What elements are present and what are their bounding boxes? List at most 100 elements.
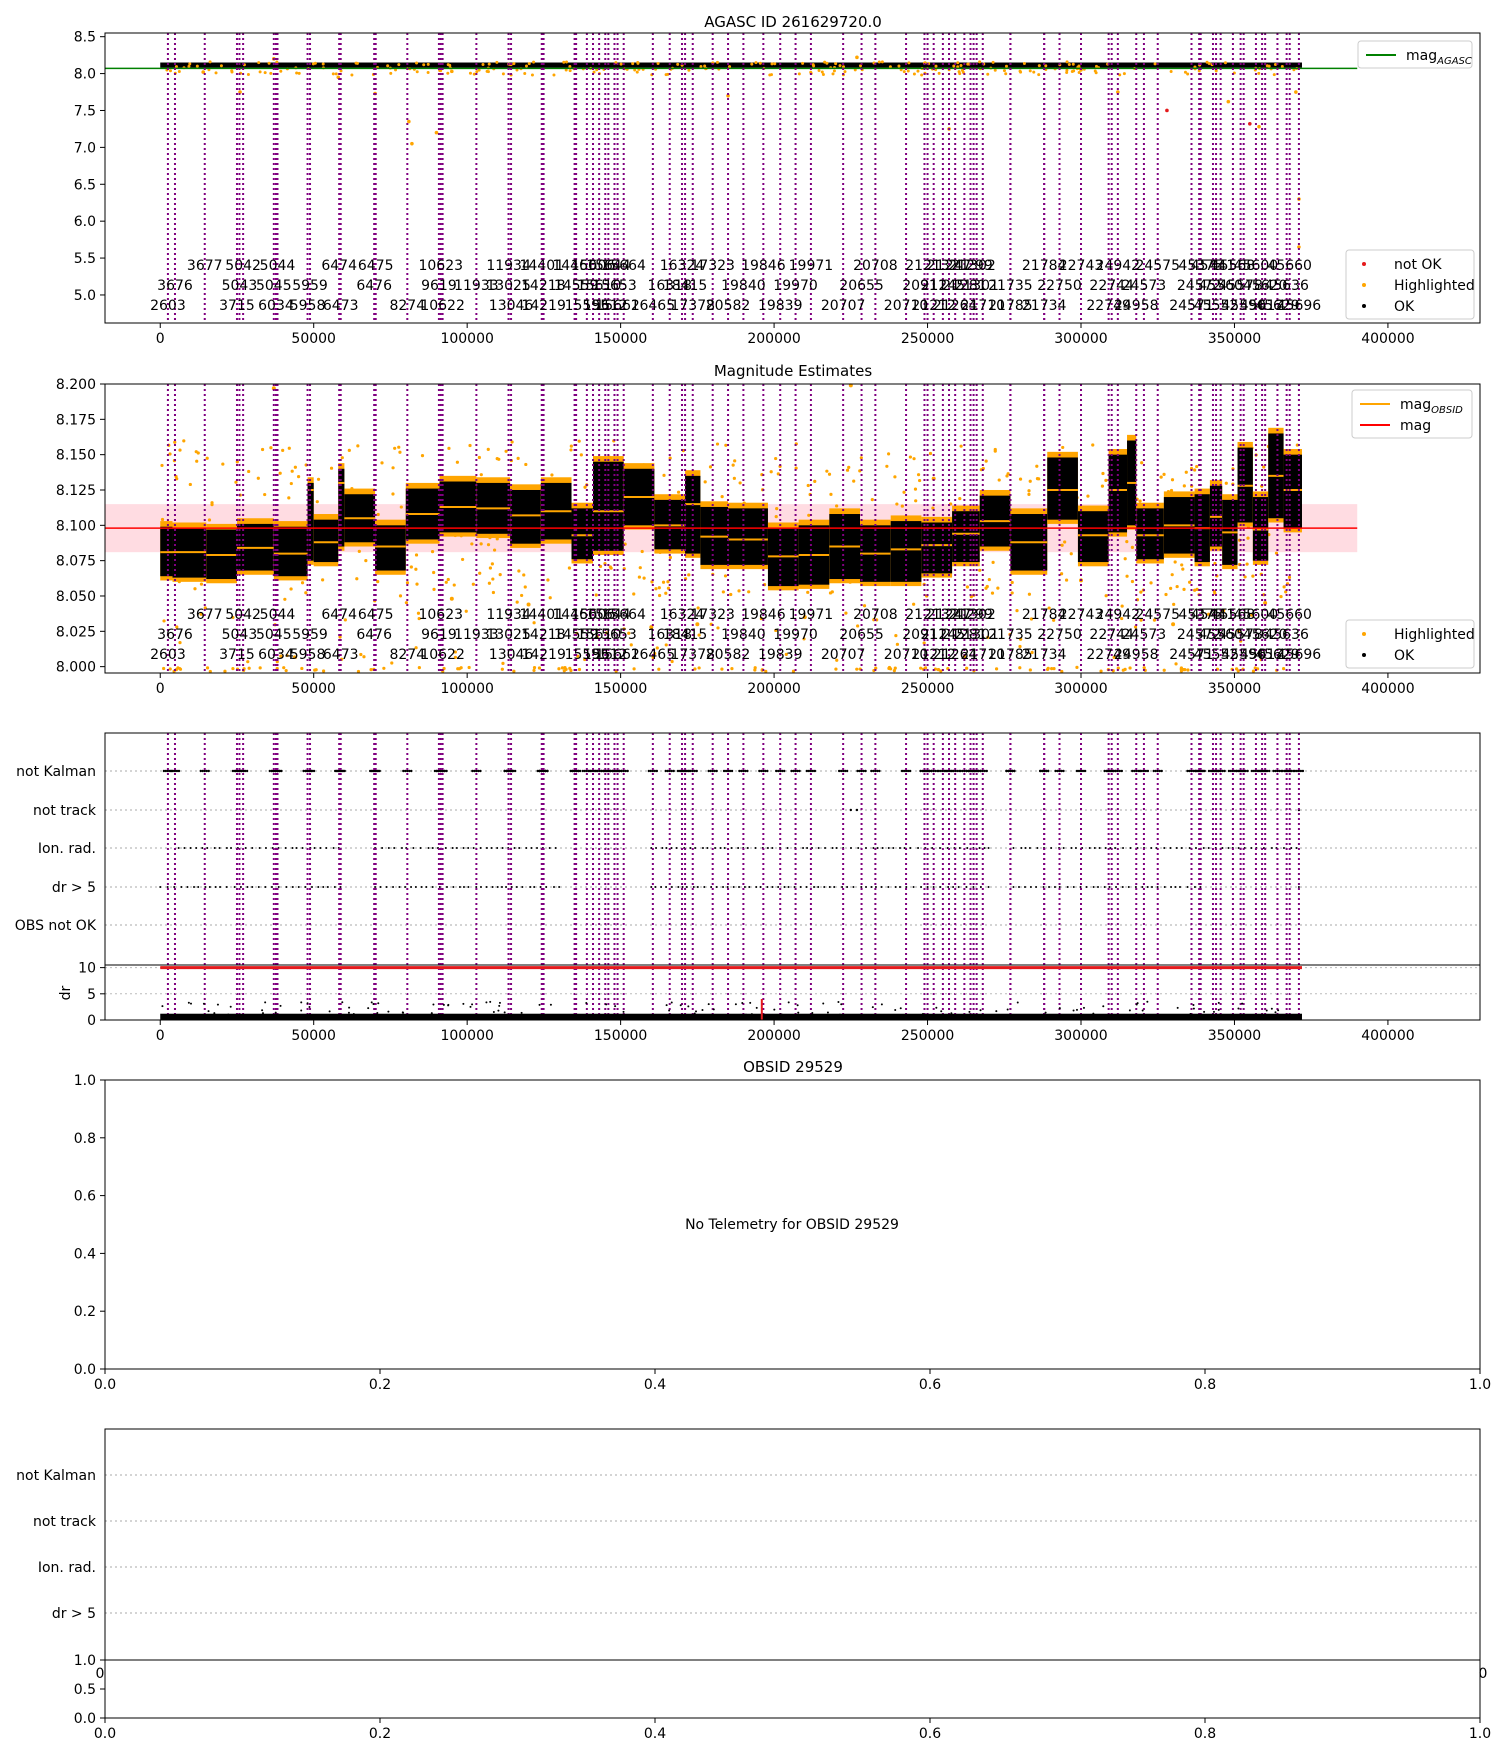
ok-points-band bbox=[307, 482, 314, 561]
flag-dot bbox=[1115, 886, 1118, 888]
ok-points-band bbox=[1047, 457, 1078, 520]
dr-point bbox=[213, 1012, 216, 1015]
flag-dot bbox=[558, 886, 561, 888]
y-tick-label: 0.8 bbox=[74, 1131, 96, 1147]
highlighted-point bbox=[488, 566, 492, 570]
flag-dot bbox=[203, 769, 206, 773]
highlighted-point bbox=[188, 482, 192, 487]
flag-dot bbox=[583, 769, 587, 773]
highlighted-point bbox=[382, 666, 386, 670]
highlighted-point bbox=[1262, 465, 1266, 469]
highlighted-point bbox=[415, 61, 419, 65]
highlighted-point bbox=[900, 504, 904, 508]
highlighted-point bbox=[653, 651, 657, 656]
highlighted-point bbox=[1188, 580, 1192, 584]
highlighted-point bbox=[1004, 72, 1008, 76]
flag-dot bbox=[402, 769, 405, 773]
highlighted-point bbox=[289, 481, 293, 486]
flag-dot bbox=[909, 847, 912, 849]
dr-point bbox=[372, 1002, 375, 1005]
dr-point bbox=[837, 1001, 840, 1004]
highlighted-point bbox=[887, 452, 891, 456]
flag-dot bbox=[766, 886, 769, 888]
highlighted-point bbox=[193, 587, 197, 591]
dr-point bbox=[306, 1002, 309, 1005]
flag-dot bbox=[792, 769, 795, 773]
dr-point bbox=[1237, 1007, 1240, 1010]
highlighted-point bbox=[1169, 69, 1173, 73]
dr-point bbox=[308, 1005, 311, 1008]
flag-dot bbox=[393, 847, 396, 849]
flag-dot bbox=[740, 769, 743, 773]
highlighted-point bbox=[956, 61, 960, 65]
x-tick-label: 0 bbox=[156, 681, 165, 697]
highlighted-point bbox=[1125, 574, 1129, 578]
obsid-label: 5044 bbox=[260, 607, 296, 623]
flag-dot bbox=[1106, 769, 1109, 773]
flag-dot bbox=[433, 769, 437, 773]
flag-dot bbox=[1227, 847, 1230, 849]
flag-dot bbox=[660, 886, 663, 888]
highlighted-point bbox=[359, 652, 363, 657]
flag-dot bbox=[272, 769, 275, 773]
flag-dot bbox=[1104, 847, 1107, 849]
panel-title: OBSID 29529 bbox=[743, 1058, 843, 1076]
highlighted-point bbox=[728, 65, 732, 69]
obsid-label: 16318 bbox=[647, 627, 692, 643]
flag-dot bbox=[313, 847, 316, 849]
highlighted-point bbox=[931, 506, 935, 510]
highlighted-point bbox=[208, 60, 212, 64]
obsid-label: 45600 bbox=[1234, 607, 1279, 623]
highlighted-point bbox=[472, 72, 476, 76]
obsid-label: 45578 bbox=[1218, 627, 1263, 643]
dr-point bbox=[1136, 1002, 1139, 1005]
x-tick-label: 50000 bbox=[291, 1028, 336, 1044]
obsid-label: 45696 bbox=[1277, 647, 1322, 663]
highlighted-point bbox=[524, 462, 528, 467]
flag-dot bbox=[1288, 769, 1291, 773]
flag-dot bbox=[1227, 769, 1231, 773]
highlighted-point bbox=[321, 578, 325, 582]
highlighted-point bbox=[668, 456, 672, 460]
legend-box bbox=[1357, 40, 1473, 69]
highlighted-point bbox=[791, 669, 796, 673]
flag-dot bbox=[777, 886, 780, 888]
highlighted-point bbox=[1130, 545, 1134, 550]
dr-point bbox=[216, 1003, 219, 1006]
highlighted-point bbox=[797, 72, 801, 76]
flag-dot bbox=[326, 886, 329, 888]
flag-dot bbox=[518, 847, 521, 849]
flag-dot bbox=[1175, 847, 1178, 849]
obsid-label: 5959 bbox=[292, 627, 328, 643]
flag-dot bbox=[1098, 847, 1101, 849]
highlighted-point bbox=[316, 477, 321, 481]
highlighted-point bbox=[1006, 472, 1010, 476]
highlighted-point bbox=[1246, 536, 1250, 540]
dr-point bbox=[979, 1009, 982, 1012]
highlighted-point bbox=[1063, 540, 1067, 544]
flag-dot bbox=[164, 769, 168, 773]
x-tick-label: 250000 bbox=[901, 1028, 954, 1044]
highlighted-point bbox=[194, 450, 198, 454]
flag-dot bbox=[406, 769, 409, 773]
highlighted-point bbox=[1093, 69, 1097, 73]
highlighted-point bbox=[1052, 618, 1056, 622]
highlighted-point bbox=[486, 70, 490, 74]
highlighted-point bbox=[1099, 669, 1103, 673]
highlighted-point bbox=[195, 459, 199, 463]
flag-dot bbox=[490, 847, 493, 849]
y-tick-label: 8.200 bbox=[56, 377, 96, 393]
flag-dot bbox=[441, 769, 444, 773]
highlighted-point bbox=[1267, 64, 1271, 68]
flag-dot bbox=[1070, 847, 1073, 849]
highlighted-point bbox=[774, 628, 778, 633]
highlighted-point bbox=[399, 505, 403, 509]
obsid-label: 21245 bbox=[921, 627, 966, 643]
highlighted-point bbox=[1116, 666, 1120, 670]
flag-dot bbox=[1186, 886, 1189, 888]
clipped-tick-label: 0 bbox=[96, 1666, 105, 1682]
dr-point bbox=[498, 1001, 501, 1004]
flag-dot bbox=[1199, 886, 1202, 888]
obsid-label: 14559 bbox=[554, 627, 599, 643]
highlighted-point bbox=[283, 597, 287, 601]
